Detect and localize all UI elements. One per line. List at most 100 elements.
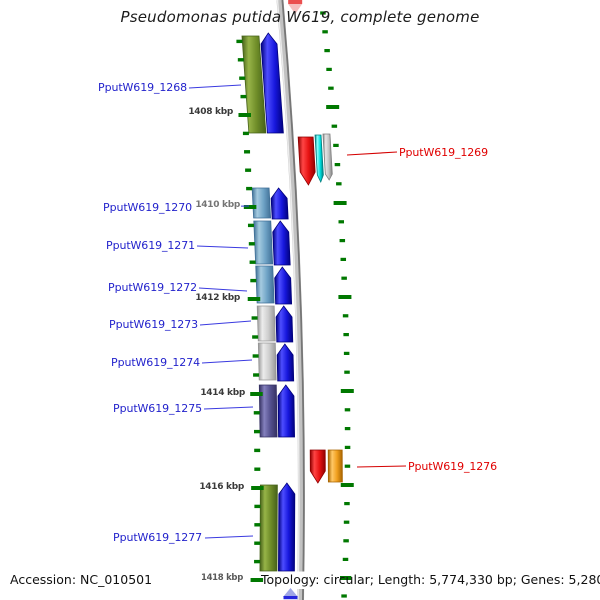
genome-backbone bbox=[276, 0, 305, 600]
scale-tick bbox=[344, 464, 351, 468]
scale-tick bbox=[342, 557, 349, 561]
scale-tick bbox=[252, 335, 259, 339]
scale-tick bbox=[339, 239, 346, 243]
leader-line bbox=[201, 359, 253, 364]
scale-tick bbox=[242, 131, 249, 136]
scale-tick bbox=[250, 278, 257, 283]
scale-tick bbox=[254, 429, 261, 434]
gene-label-PputW619_1274[interactable]: PputW619_1274 bbox=[111, 356, 200, 369]
scale-tick bbox=[252, 354, 259, 358]
scale-tick bbox=[326, 67, 332, 71]
gene-arrow-PputW619_1275[interactable] bbox=[277, 384, 295, 438]
scale-tick bbox=[251, 316, 258, 320]
scale-tick bbox=[245, 168, 252, 172]
scale-tick bbox=[239, 76, 246, 80]
scale-tick bbox=[254, 541, 261, 545]
scale-tick bbox=[248, 242, 255, 246]
gene-label-PputW619_1269[interactable]: PputW619_1269 bbox=[399, 146, 488, 159]
scale-tick bbox=[246, 186, 253, 191]
gene-label-PputW619_1270[interactable]: PputW619_1270 bbox=[103, 201, 192, 214]
scale-major-tick bbox=[243, 205, 257, 209]
scale-tick bbox=[249, 260, 256, 264]
gene-arrow-PputW619_1273[interactable] bbox=[275, 305, 294, 343]
scale-major-tick bbox=[340, 483, 354, 487]
gene-arrow-PputW619_1269[interactable] bbox=[314, 134, 324, 184]
scale-major-tick bbox=[326, 105, 340, 109]
scale-tick bbox=[344, 408, 351, 412]
scale-tick bbox=[236, 39, 243, 44]
scale-label-1418-kbp: 1418 kbp bbox=[200, 573, 243, 583]
gene-arrow-PputW619_1277[interactable] bbox=[278, 482, 296, 572]
scale-tick bbox=[254, 504, 261, 509]
gene-arrow-PputW619_1269[interactable] bbox=[322, 133, 333, 181]
gene-arrow-PputW619_1276[interactable] bbox=[309, 449, 326, 484]
leader-line bbox=[198, 287, 248, 292]
scale-label-1416-kbp: 1416 kbp bbox=[199, 482, 244, 492]
gene-arrow-PputW619_1274[interactable] bbox=[257, 342, 277, 381]
gene-arrow-PputW619_1268[interactable] bbox=[260, 32, 284, 134]
scale-label-1408-kbp: 1408 kbp bbox=[188, 107, 233, 117]
gene-arrow-PputW619_1272[interactable] bbox=[255, 265, 275, 304]
gene-fragment-bottom-fade bbox=[283, 588, 298, 597]
scale-tick bbox=[244, 150, 251, 154]
gene-arrow-PputW619_1274[interactable] bbox=[276, 343, 295, 382]
scale-tick bbox=[240, 94, 247, 99]
scale-tick bbox=[341, 276, 347, 280]
scale-tick bbox=[254, 523, 261, 527]
gene-arrow-PputW619_1271[interactable] bbox=[253, 220, 274, 265]
scale-tick bbox=[320, 11, 326, 15]
gene-arrow-PputW619_1272[interactable] bbox=[274, 266, 293, 305]
gene-label-PputW619_1272[interactable]: PputW619_1272 bbox=[108, 281, 197, 294]
scale-tick bbox=[344, 502, 350, 506]
leader-line bbox=[346, 151, 398, 156]
accession-text: Accession: NC_010501 bbox=[10, 572, 153, 587]
scale-tick bbox=[343, 539, 349, 543]
gene-label-PputW619_1277[interactable]: PputW619_1277 bbox=[113, 531, 202, 544]
backbone-shade bbox=[281, 0, 305, 600]
gene-label-PputW619_1276[interactable]: PputW619_1276 bbox=[408, 460, 497, 473]
gene-arrow-PputW619_1268[interactable] bbox=[241, 35, 267, 134]
gene-label-PputW619_1273[interactable]: PputW619_1273 bbox=[109, 318, 198, 331]
gene-fragment-top bbox=[288, 0, 303, 4]
scale-major-tick bbox=[247, 297, 261, 301]
gene-arrow-PputW619_1269[interactable] bbox=[297, 136, 316, 186]
gene-label-PputW619_1271[interactable]: PputW619_1271 bbox=[106, 239, 195, 252]
scale-tick bbox=[342, 314, 349, 318]
scale-major-tick bbox=[333, 201, 347, 205]
gene-fragment-bottom bbox=[283, 596, 298, 600]
gene-arrow-PputW619_1277[interactable] bbox=[259, 484, 278, 572]
scale-tick bbox=[344, 445, 351, 449]
gene-label-PputW619_1275[interactable]: PputW619_1275 bbox=[113, 402, 202, 415]
gene-arrow-PputW619_1270[interactable] bbox=[251, 187, 272, 219]
scale-major-tick bbox=[338, 576, 352, 580]
gene-label-PputW619_1268[interactable]: PputW619_1268 bbox=[98, 81, 187, 94]
backbone-highlight bbox=[276, 0, 300, 600]
leader-line bbox=[188, 84, 242, 89]
leader-line bbox=[204, 535, 254, 539]
gene-arrow-PputW619_1276[interactable] bbox=[327, 449, 343, 483]
gene-arrow-PputW619_1273[interactable] bbox=[256, 305, 276, 342]
gene-arrow-PputW619_1271[interactable] bbox=[272, 220, 291, 266]
scale-tick bbox=[344, 370, 350, 374]
scale-tick bbox=[254, 467, 261, 471]
gene-arrow-PputW619_1270[interactable] bbox=[270, 187, 289, 220]
scale-tick bbox=[338, 220, 345, 224]
leader-line bbox=[199, 320, 252, 326]
scale-major-tick bbox=[251, 486, 264, 490]
scale-tick bbox=[328, 86, 334, 90]
leader-line bbox=[356, 465, 407, 468]
gene-arrow-PputW619_1275[interactable] bbox=[258, 384, 278, 438]
scale-tick bbox=[341, 594, 347, 598]
scale-tick bbox=[343, 520, 350, 524]
scale-major-tick bbox=[340, 389, 354, 393]
scale-tick bbox=[331, 124, 338, 128]
page-title: Pseudomonas putida W619, complete genome bbox=[120, 8, 480, 26]
scale-tick bbox=[343, 351, 350, 355]
scale-tick bbox=[254, 448, 261, 453]
scale-tick bbox=[247, 223, 254, 228]
scale-tick bbox=[253, 411, 260, 415]
scale-tick bbox=[237, 58, 244, 62]
label-mask bbox=[256, 571, 340, 589]
